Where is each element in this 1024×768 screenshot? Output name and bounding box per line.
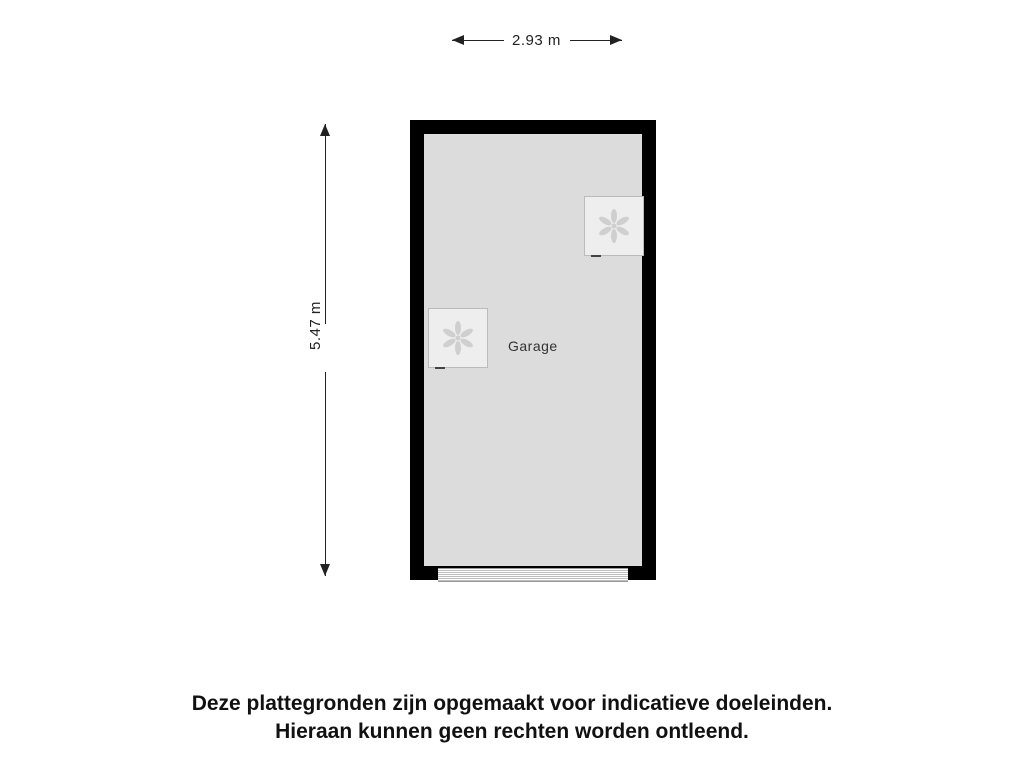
dim-arrow-left-bottom (320, 564, 330, 576)
floorplan-canvas: 2.93 m 5.47 m Garage (0, 0, 1024, 768)
fan-icon (440, 320, 476, 356)
dim-line-left-lower (325, 372, 326, 576)
garage-door (438, 568, 628, 582)
dim-arrow-top-right (610, 35, 622, 45)
appliance-tick (591, 255, 601, 257)
room-label-garage: Garage (508, 338, 558, 354)
disclaimer-line-2: Hieraan kunnen geen rechten worden ontle… (275, 720, 749, 743)
fan-icon (596, 208, 632, 244)
disclaimer-text: Deze plattegronden zijn opgemaakt voor i… (0, 690, 1024, 747)
dim-arrow-left-top (320, 124, 330, 136)
appliance-washer-1 (428, 308, 488, 368)
appliance-tick (435, 367, 445, 369)
dim-line-left-upper (325, 124, 326, 324)
dim-label-width: 2.93 m (512, 32, 561, 49)
appliance-washer-2 (584, 196, 644, 256)
dim-label-height: 5.47 m (307, 301, 324, 350)
dim-arrow-top-left (452, 35, 464, 45)
disclaimer-line-1: Deze plattegronden zijn opgemaakt voor i… (192, 692, 833, 715)
